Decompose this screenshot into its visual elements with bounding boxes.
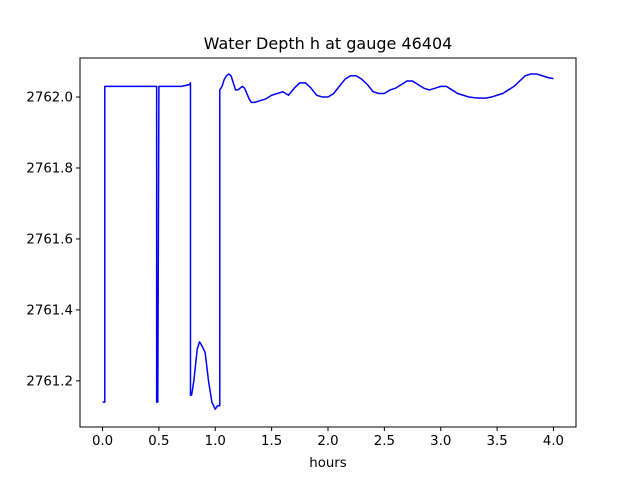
y-tick-label: 2761.2: [26, 374, 73, 389]
y-tick-label: 2761.4: [26, 303, 73, 318]
y-tick-label: 2761.8: [26, 161, 73, 176]
series-group: [102, 73, 554, 411]
x-tick-label: 2.5: [374, 434, 395, 449]
y-tick-label: 2762.0: [26, 91, 73, 106]
chart-title: Water Depth h at gauge 46404: [204, 34, 453, 53]
x-axis: 0.0 0.5 1.0 1.5 2.0 2.5 3.0 3.5 4.0: [92, 427, 564, 449]
x-tick-label: 1.5: [261, 434, 282, 449]
x-tick-label: 0.5: [148, 434, 169, 449]
y-axis: 2761.2 2761.4 2761.6 2761.8 2762.0: [26, 91, 80, 389]
x-tick-label: 2.0: [317, 434, 338, 449]
x-tick-label: 3.0: [430, 434, 451, 449]
series-line: [102, 73, 554, 411]
y-tick-label: 2761.6: [26, 232, 73, 247]
x-tick-label: 4.0: [543, 434, 564, 449]
x-tick-label: 3.5: [486, 434, 507, 449]
plot-frame: [79, 57, 577, 428]
x-tick-label: 0.0: [92, 434, 113, 449]
x-tick-label: 1.0: [205, 434, 226, 449]
x-axis-label: hours: [309, 456, 347, 471]
